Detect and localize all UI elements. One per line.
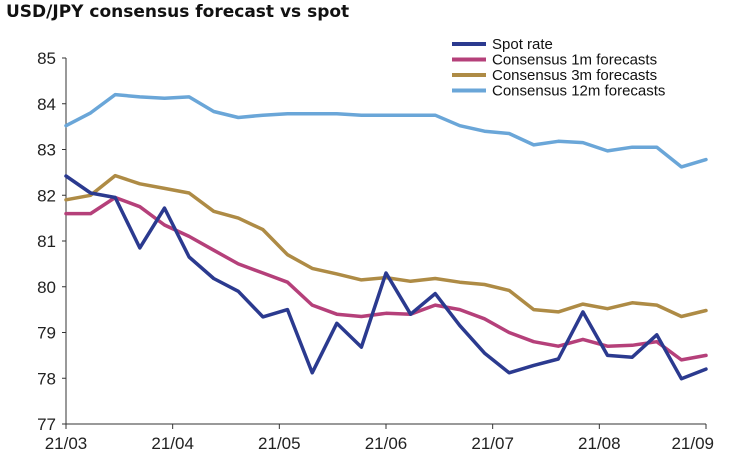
y-tick-label: 82 [37,186,56,205]
series-line-1 [64,174,708,381]
chart-title: USD/JPY consensus forecast vs spot [6,2,350,22]
y-tick-label: 77 [37,415,56,434]
y-tick-label: 81 [37,232,56,251]
y-tick-label: 79 [37,324,56,343]
series-line-4 [64,92,708,169]
series-line-3 [64,173,708,319]
chart-axes: 77 78 79 80 81 82 83 84 85 21/03 21/04 21/05 21/06 21… [37,49,714,453]
x-tick-label: 21/09 [671,434,714,453]
x-tick-label: 21/07 [471,434,514,453]
legend-label: Consensus 3m forecasts [492,67,657,84]
x-tick-label: 21/08 [578,434,621,453]
legend-label: Consensus 12m forecasts [492,83,665,100]
y-tick-label: 84 [37,95,56,114]
legend-label: Consensus 1m forecasts [492,52,657,69]
x-tick-label: 21/03 [45,434,88,453]
y-tick-label: 78 [37,369,56,388]
legend-label: Spot rate [492,36,553,53]
chart-series [64,92,708,381]
x-tick-label: 21/05 [258,434,301,453]
x-tick-label: 21/04 [151,434,194,453]
x-tick-label: 21/06 [365,434,408,453]
y-tick-label: 85 [37,49,56,68]
y-tick-label: 80 [37,278,56,297]
y-tick-label: 83 [37,141,56,160]
